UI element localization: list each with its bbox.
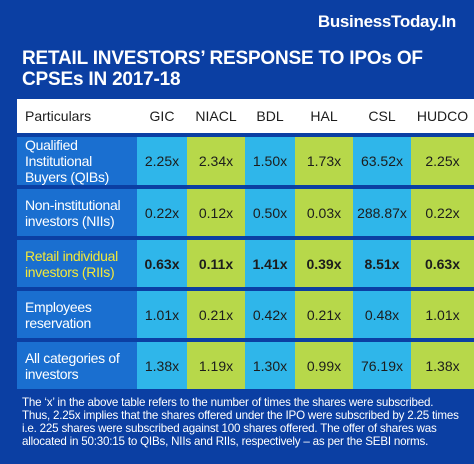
- table-row: All categories of investors 1.38x 1.19x 1…: [17, 338, 474, 389]
- table-cell: 0.22x: [137, 185, 187, 236]
- table-cell: 1.38x: [137, 338, 187, 389]
- title-line-2: CPSEs IN 2017-18: [22, 69, 181, 90]
- table-cell: 0.48x: [353, 287, 411, 338]
- table-cell: 2.25x: [411, 133, 474, 185]
- table-cell: 1.73x: [295, 133, 353, 185]
- header-csl: CSL: [353, 99, 411, 133]
- table-cell: 0.11x: [187, 236, 245, 287]
- table-cell: 1.01x: [137, 287, 187, 338]
- table-cell: 63.52x: [353, 133, 411, 185]
- table-cell: 288.87x: [353, 185, 411, 236]
- table-cell: 1.41x: [245, 236, 295, 287]
- table-cell: 0.22x: [411, 185, 474, 236]
- brand-logo: BusinessToday.In: [317, 12, 456, 31]
- table-cell: 2.34x: [187, 133, 245, 185]
- table-row: Qualified Institutional Buyers (QIBs) 2.2…: [17, 133, 474, 185]
- table-cell: 0.63x: [411, 236, 474, 287]
- row-label: Qualified Institutional Buyers (QIBs): [17, 133, 137, 185]
- header-hudco: HUDCO: [411, 99, 474, 133]
- table-cell: 1.01x: [411, 287, 474, 338]
- table-row-highlighted: Retail individual investors (RIIs) 0.63x …: [17, 236, 474, 287]
- table-cell: 0.12x: [187, 185, 245, 236]
- table-header-row: Particulars GIC NIACL BDL HAL CSL HUDCO: [17, 99, 474, 133]
- table-cell: 1.30x: [245, 338, 295, 389]
- table-cell: 0.03x: [295, 185, 353, 236]
- header-particulars: Particulars: [17, 99, 137, 133]
- row-label: All categories of investors: [17, 338, 137, 389]
- subscription-table: Particulars GIC NIACL BDL HAL CSL HUDCO …: [17, 99, 474, 389]
- footnote: The ‘x’ in the above table refers to the…: [22, 396, 459, 448]
- table-cell: 1.50x: [245, 133, 295, 185]
- table-cell: 0.21x: [187, 287, 245, 338]
- table-row: Non-institutional investors (NIIs) 0.22x …: [17, 185, 474, 236]
- header-gic: GIC: [137, 99, 187, 133]
- page-title: RETAIL INVESTORS’ RESPONSE TO IPOs OF CP…: [22, 48, 462, 90]
- table-row: Employees reservation 1.01x 0.21x 0.42x 0…: [17, 287, 474, 338]
- table-cell: 0.42x: [245, 287, 295, 338]
- table-cell: 0.99x: [295, 338, 353, 389]
- header-bdl: BDL: [245, 99, 295, 133]
- title-line-1: RETAIL INVESTORS’ RESPONSE TO IPOs OF: [22, 48, 423, 69]
- table-cell: 0.21x: [295, 287, 353, 338]
- table-cell: 1.38x: [411, 338, 474, 389]
- table-cell: 8.51x: [353, 236, 411, 287]
- table-cell: 0.50x: [245, 185, 295, 236]
- table-cell: 1.19x: [187, 338, 245, 389]
- table-cell: 2.25x: [137, 133, 187, 185]
- header-niacl: NIACL: [187, 99, 245, 133]
- row-label: Retail individual investors (RIIs): [17, 236, 137, 287]
- table-cell: 0.39x: [295, 236, 353, 287]
- row-label: Non-institutional investors (NIIs): [17, 185, 137, 236]
- row-label: Employees reservation: [17, 287, 137, 338]
- table-cell: 76.19x: [353, 338, 411, 389]
- table-cell: 0.63x: [137, 236, 187, 287]
- header-hal: HAL: [295, 99, 353, 133]
